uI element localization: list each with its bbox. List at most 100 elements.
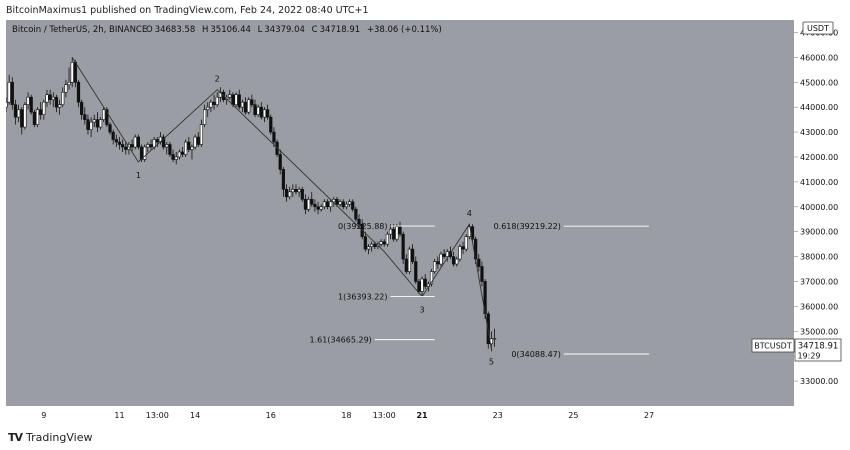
candle-body (121, 144, 125, 148)
candle (278, 149, 282, 175)
candle (202, 104, 207, 128)
candle-body (385, 233, 389, 245)
candle (215, 92, 219, 108)
candle-body (306, 199, 311, 210)
fib-level[interactable]: 0(39225.88) (338, 222, 435, 231)
y-tick-label: 44000.00 (800, 103, 838, 112)
open-label: O (146, 25, 153, 35)
candle (23, 102, 27, 130)
candle-body (411, 248, 415, 262)
x-tick-label: 23 (493, 411, 503, 420)
candle (17, 104, 21, 123)
fib-level-label: 1(36393.22) (338, 293, 388, 302)
candle (338, 199, 342, 207)
candle (29, 94, 33, 115)
fib-level[interactable]: 0.618(39219.22) (494, 222, 650, 231)
candle-body (354, 208, 358, 220)
y-tick-label: 45000.00 (800, 78, 838, 87)
candle-body (451, 256, 456, 265)
candle-body (284, 189, 289, 198)
candle-body (231, 94, 235, 105)
candle-body (262, 109, 267, 118)
candle-body (247, 99, 251, 113)
fib-level-label: 0.618(39219.22) (494, 222, 561, 231)
candle-body (89, 121, 93, 130)
candle (407, 246, 412, 275)
candle-body (17, 109, 21, 118)
candle-body (23, 104, 27, 128)
candle-body (395, 226, 399, 240)
candle (228, 89, 232, 100)
y-tick-label: 38000.00 (800, 253, 838, 262)
currency-badge[interactable]: USDT (802, 21, 834, 35)
candle (67, 67, 71, 90)
footer-brand[interactable]: TV TradingView (8, 431, 93, 444)
candle-body (269, 116, 273, 133)
candle (310, 191, 314, 207)
candle (445, 249, 449, 262)
candle (256, 104, 260, 118)
candle (35, 107, 40, 128)
y-tick-label: 36000.00 (800, 302, 838, 311)
candle (111, 129, 115, 145)
candle (455, 256, 459, 267)
price-tag-value: 34718.91 (798, 342, 839, 352)
candle (329, 199, 333, 212)
x-tick-label: 27 (644, 411, 654, 420)
candle (357, 214, 361, 227)
high-label: H (202, 25, 208, 35)
candle (392, 224, 396, 242)
candle (370, 241, 374, 252)
wave-label: 2 (215, 75, 220, 84)
fib-levels-layer: 0(39225.88) 1(36393.22) 1.61(34665.29) 0.61… (310, 222, 650, 359)
time-axis[interactable] (6, 406, 844, 424)
candle (177, 149, 181, 160)
candle (124, 142, 128, 155)
candle (86, 114, 90, 135)
candle-body (168, 144, 172, 155)
candle-body (477, 258, 481, 267)
candle (149, 139, 153, 150)
candle (284, 184, 289, 202)
candle (70, 57, 74, 88)
candle (382, 239, 386, 247)
candle (105, 107, 109, 128)
candle (291, 184, 295, 197)
candle-body (370, 243, 374, 247)
symbol-title[interactable]: Bitcoin / TetherUS, 2h, BINANCE (12, 25, 147, 35)
candle (436, 256, 440, 270)
candle (433, 259, 437, 275)
candle (344, 201, 349, 210)
fib-level[interactable]: 0(34088.47) (511, 350, 650, 359)
fib-level[interactable]: 1.61(34665.29) (310, 336, 435, 345)
candle (319, 204, 323, 212)
candle-body (102, 109, 106, 120)
candle (206, 102, 210, 118)
candle (83, 107, 87, 125)
candle-body (45, 94, 49, 103)
ohlc-readout: O 34683.58 H 35106.44 L 34379.04 C 34718.91 … (146, 25, 442, 35)
candle-body (114, 139, 118, 143)
candle-body (407, 248, 412, 272)
candle (351, 199, 355, 212)
candle (171, 149, 175, 162)
candle (45, 89, 49, 108)
candle-body (174, 156, 178, 160)
candle-body (294, 189, 298, 193)
candle-body (228, 94, 232, 98)
candle-body (20, 109, 24, 128)
candle-body (442, 253, 446, 257)
fib-level[interactable]: 1(36393.22) (338, 293, 435, 302)
candle-body (303, 199, 308, 210)
y-tick-label: 39000.00 (800, 228, 838, 237)
close-value: 34718.91 (320, 25, 361, 35)
candle (325, 199, 330, 210)
candle-body (80, 101, 84, 115)
candle (98, 117, 103, 130)
candle-body (86, 119, 90, 130)
candle (234, 92, 238, 108)
candle (259, 102, 263, 120)
candle-body (111, 131, 115, 140)
